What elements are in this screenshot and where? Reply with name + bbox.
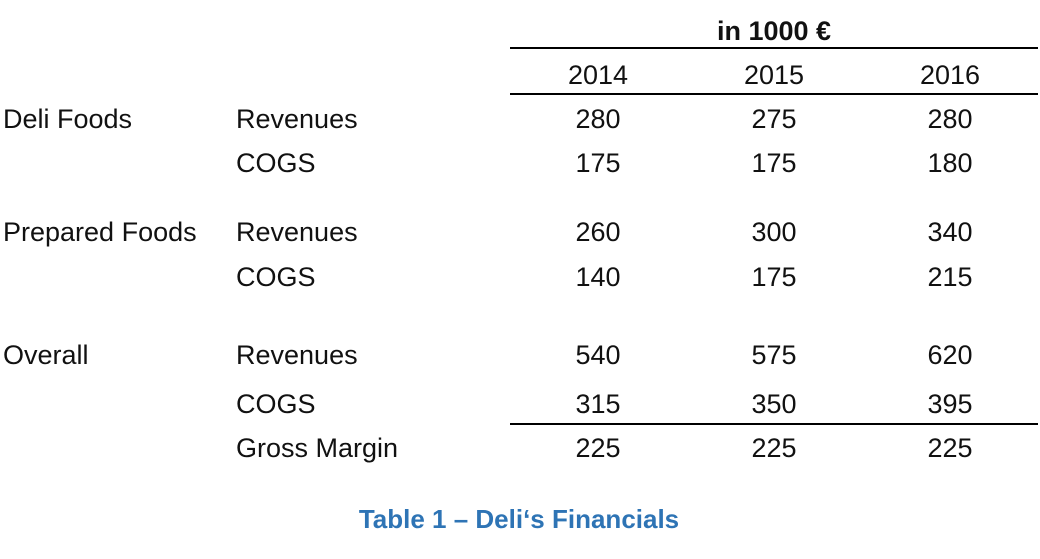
row-label: Gross Margin xyxy=(236,433,399,463)
table-cell: 280 xyxy=(575,104,621,134)
table-cell: 280 xyxy=(927,104,973,134)
group-label-deli-foods: Deli Foods xyxy=(3,104,133,134)
table-cell: 260 xyxy=(575,217,621,247)
header-top-rule xyxy=(510,47,1038,49)
group-label-prepared-foods: Prepared Foods xyxy=(3,217,197,247)
row-label: Revenues xyxy=(236,340,358,370)
table-cell: 350 xyxy=(751,389,797,419)
table-cell: 225 xyxy=(575,433,621,463)
table-cell: 315 xyxy=(575,389,621,419)
table-caption: Table 1 – Deli‘s Financials xyxy=(358,504,680,534)
header-bottom-rule xyxy=(510,93,1038,95)
year-header-2014: 2014 xyxy=(567,60,629,90)
table-cell: 175 xyxy=(575,148,621,178)
table-cell: 540 xyxy=(575,340,621,370)
table-cell: 620 xyxy=(927,340,973,370)
row-label: Revenues xyxy=(236,104,358,134)
table-cell: 300 xyxy=(751,217,797,247)
table-cell: 215 xyxy=(927,262,973,292)
table-cell: 180 xyxy=(927,148,973,178)
row-label: COGS xyxy=(236,389,316,419)
row-label: Revenues xyxy=(236,217,358,247)
group-label-overall: Overall xyxy=(3,340,89,370)
table-cell: 175 xyxy=(751,148,797,178)
unit-label: in 1000 € xyxy=(716,16,832,46)
table-cell: 340 xyxy=(927,217,973,247)
table-cell: 175 xyxy=(751,262,797,292)
table-cell: 575 xyxy=(751,340,797,370)
table-cell: 140 xyxy=(575,262,621,292)
table-cell: 225 xyxy=(751,433,797,463)
year-header-2016: 2016 xyxy=(919,60,981,90)
row-label: COGS xyxy=(236,262,316,292)
table-cell: 225 xyxy=(927,433,973,463)
table-cell: 275 xyxy=(751,104,797,134)
row-label: COGS xyxy=(236,148,316,178)
total-rule xyxy=(510,423,1038,425)
table-cell: 395 xyxy=(927,389,973,419)
year-header-2015: 2015 xyxy=(743,60,805,90)
